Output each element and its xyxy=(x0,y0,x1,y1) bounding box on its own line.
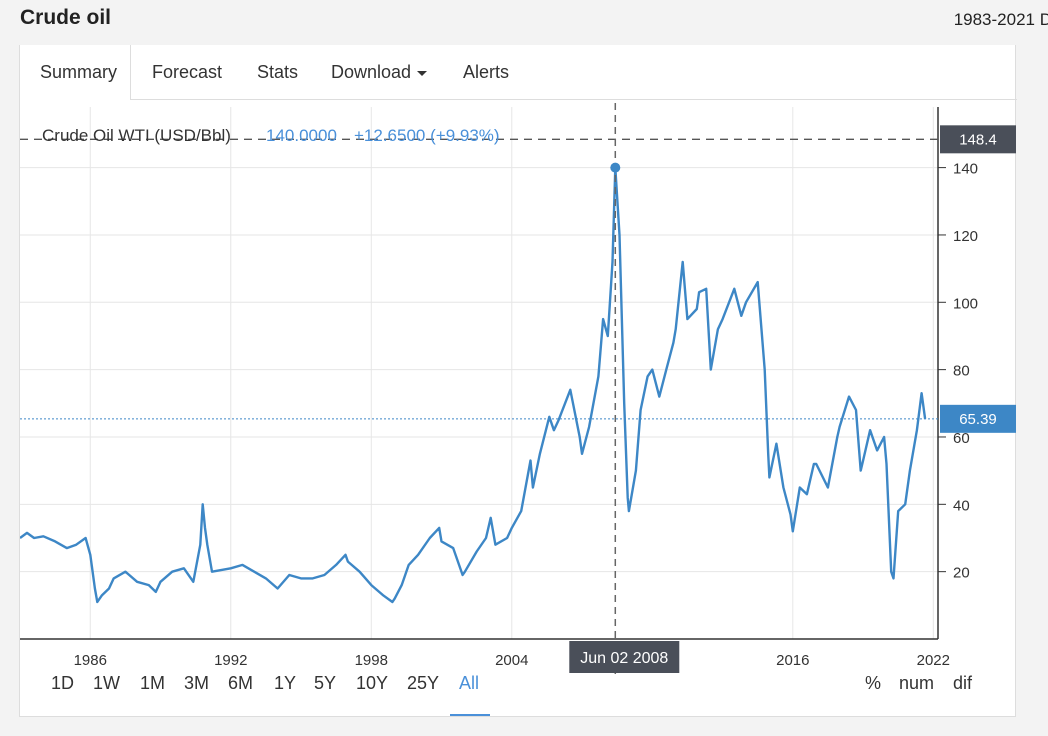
range-6m[interactable]: 6M xyxy=(228,673,254,693)
tab-download-label: Download xyxy=(331,62,412,82)
range-1m[interactable]: 1M xyxy=(140,673,166,693)
legend-change: +12.6500 (+9.93%) xyxy=(354,126,500,145)
crosshair-date-badge xyxy=(569,641,680,673)
tab-bar: Summary Forecast Stats Download Alerts xyxy=(20,45,1017,100)
y-tick-label: 40 xyxy=(953,497,970,514)
range-1w[interactable]: 1W xyxy=(93,673,120,693)
crosshair-date-label: Jun 02 2008 xyxy=(580,650,668,667)
chevron-down-icon xyxy=(417,70,428,76)
y-tick-label: 120 xyxy=(953,228,978,245)
x-tick-label: 2004 xyxy=(495,652,528,669)
range-1y[interactable]: 1Y xyxy=(274,673,297,693)
max-value-badge xyxy=(940,125,1016,154)
range-10y[interactable]: 10Y xyxy=(356,673,389,693)
grid-lines xyxy=(20,107,938,639)
current-value-badge xyxy=(940,404,1016,433)
y-tick-label: 60 xyxy=(953,430,970,447)
y-tick-label: 100 xyxy=(953,295,978,312)
x-tick-labels: 1986 1992 1998 2004 2016 2022 xyxy=(74,652,950,669)
range-all[interactable]: All xyxy=(459,673,480,693)
x-tick-label: 2016 xyxy=(776,652,809,669)
range-1d[interactable]: 1D xyxy=(51,673,75,693)
y-tick-label: 140 xyxy=(953,161,978,178)
series-line xyxy=(20,166,927,604)
mode-percent[interactable]: % xyxy=(865,673,882,693)
y-tick-labels: 20 40 60 80 100 120 140 xyxy=(953,161,978,582)
tab-download[interactable]: Download xyxy=(331,45,428,99)
x-tick-label: 2022 xyxy=(917,652,950,669)
legend-value: 140.0000 xyxy=(266,126,337,145)
max-value-label: 148.4 xyxy=(959,131,997,148)
highlight-point xyxy=(610,162,621,173)
current-value-label: 65.39 xyxy=(959,411,997,428)
tab-summary[interactable]: Summary xyxy=(20,45,132,100)
tab-alerts[interactable]: Alerts xyxy=(463,62,510,82)
chart-panel: Summary Forecast Stats Download Alerts 1… xyxy=(19,45,1017,717)
x-tick-label: 1986 xyxy=(74,652,107,669)
mode-num[interactable]: num xyxy=(899,673,935,693)
line-chart[interactable]: 1986 1992 1998 2004 2016 2022 20 40 60 80 100 120 1… xyxy=(20,45,1017,717)
mode-dif[interactable]: dif xyxy=(953,673,973,693)
tab-forecast[interactable]: Forecast xyxy=(152,62,223,82)
x-tick-label: 1998 xyxy=(355,652,388,669)
tab-stats[interactable]: Stats xyxy=(257,62,299,82)
range-3m[interactable]: 3M xyxy=(184,673,210,693)
date-range-label: 1983-2021 D xyxy=(953,10,1048,29)
range-5y[interactable]: 5Y xyxy=(314,673,337,693)
active-range-underline xyxy=(450,714,490,716)
y-tick-label: 80 xyxy=(953,363,970,380)
range-25y[interactable]: 25Y xyxy=(407,673,440,693)
y-axis-ticks xyxy=(938,167,946,573)
y-tick-label: 20 xyxy=(953,565,970,582)
x-tick-label: 1992 xyxy=(214,652,247,669)
legend-series-name: Crude Oil WTI (USD/Bbl) xyxy=(42,126,231,145)
page-title: Crude oil xyxy=(20,6,112,29)
